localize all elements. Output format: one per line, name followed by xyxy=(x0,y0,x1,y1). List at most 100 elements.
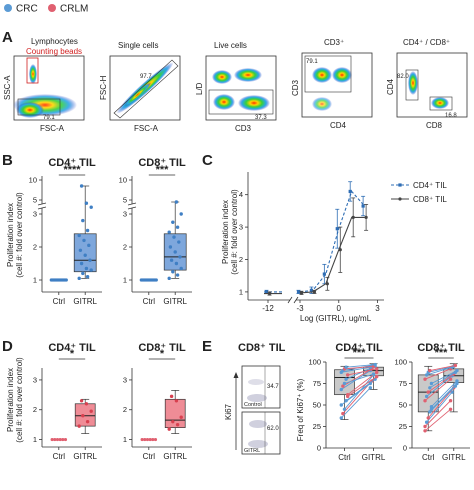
E-CD4-pair-line xyxy=(344,365,374,370)
B-CD8-point-ctrl xyxy=(154,278,158,282)
B-CD8-point-gitrl xyxy=(178,255,182,259)
flow-plot-2-density xyxy=(116,62,174,114)
flow-plot-3-title: Live cells xyxy=(214,41,247,50)
E-CD8-pair-line xyxy=(429,364,456,372)
E-CD4-point-ctrl xyxy=(344,365,348,369)
flow-plot-lymphocytes: Lymphocytes Counting beads 79.1 FSC-A SS… xyxy=(3,37,85,133)
chart-c-point xyxy=(348,189,352,194)
flow-plot-4-gate xyxy=(304,55,352,93)
E-CD8-ytick-label: 25 xyxy=(399,422,407,431)
E-CD4-pair-line xyxy=(347,376,377,397)
B-CD4-point-gitrl xyxy=(77,233,81,238)
B-CD8-xtick-label: GITRL xyxy=(163,297,187,306)
B-CD8-point-gitrl xyxy=(169,258,174,262)
flow-plot-5-gate-1 xyxy=(405,69,419,101)
B-CD8-ytick-label: 3 xyxy=(123,210,127,219)
B-CD4-ytick-label: 1 xyxy=(33,276,37,285)
panel-c-ylabel-line2: (cell #: fold over control) xyxy=(230,189,239,275)
D-CD8-point-gitrl xyxy=(174,399,179,403)
flow-plot-3-gate xyxy=(208,89,274,115)
E-CD8-pair-line xyxy=(428,365,454,373)
flow-plot-1-xlabel: FSC-A xyxy=(40,124,65,133)
E-CD4-ytick-label: 75 xyxy=(313,379,321,388)
flow-plot-4-xlabel: CD4 xyxy=(330,121,347,130)
B-CD4-ytick-label: 3 xyxy=(33,210,37,219)
E-CD8-point-ctrl xyxy=(424,394,429,399)
flow-plot-2-ylabel: FSC-H xyxy=(99,75,108,100)
E-CD8-point-ctrl xyxy=(423,424,427,429)
chart-c-legend-label: CD4⁺ TIL xyxy=(413,181,447,190)
B-CD8-point-gitrl xyxy=(175,225,180,229)
E-CD8-point-ctrl xyxy=(423,399,427,403)
flow-plot-5-title: CD4⁺ / CD8⁺ xyxy=(403,38,450,47)
B-CD4-point-gitrl xyxy=(81,271,85,276)
E-CD4-point-gitrl xyxy=(373,362,377,367)
flow-plot-3-density-1 xyxy=(212,70,232,84)
B-CD8-point-gitrl xyxy=(174,200,179,204)
flow-e-gitrl-frame xyxy=(241,411,281,455)
flow-e-ylabel: Ki67 xyxy=(224,403,233,420)
flow-plot-2-gate-value: 97.7 xyxy=(140,74,152,80)
E-CD8-point-ctrl xyxy=(429,407,434,411)
B-CD4-point-gitrl xyxy=(85,275,90,279)
E-CD8-pair-line xyxy=(424,378,451,402)
flow-plot-2-title: Single cells xyxy=(118,41,158,50)
B-CD4-point-gitrl xyxy=(77,276,81,281)
flow-plot-4-frame xyxy=(301,52,373,118)
E-CD8-pair-line xyxy=(431,380,458,408)
E-CD4-point-gitrl xyxy=(375,367,379,371)
flow-plot-1-density-core xyxy=(16,102,44,118)
B-CD4-xtick-label: GITRL xyxy=(73,297,97,306)
flow-plot-4-density-3 xyxy=(312,97,332,111)
E-CD8-pair-line xyxy=(424,368,451,380)
panel-c-letter: C xyxy=(202,152,213,169)
E-CD4-xtick-label: Ctrl xyxy=(338,453,351,462)
D-CD8-xtick-label: GITRL xyxy=(163,452,187,461)
chart-c-point xyxy=(309,288,314,292)
chart-c-xtick-label: -12 xyxy=(262,304,274,313)
E-CD4-point-ctrl xyxy=(341,411,345,416)
E-CD8-pair-line xyxy=(426,366,453,376)
E-CD8-point-gitrl xyxy=(448,399,453,403)
E-CD8-xtick-label: GITRL xyxy=(442,453,466,462)
E-CD4-point-gitrl xyxy=(375,370,379,375)
chart-c-series-line xyxy=(299,190,366,293)
chart-c-point xyxy=(299,291,304,295)
E-CD4-pair-line xyxy=(341,383,371,406)
flow-plot-1-beads-gate xyxy=(26,57,39,84)
flow-plot-5-gate-2 xyxy=(429,96,453,111)
flow-plot-live-cells: Live cells 37.3 CD3 L/D xyxy=(195,41,277,133)
E-CD4-point-ctrl xyxy=(342,407,347,411)
panel-d-ylabel-line2: (cell #: fold over control) xyxy=(15,357,24,443)
D-CD8-point-ctrl xyxy=(145,437,150,442)
D-CD8-point-ctrl xyxy=(143,437,147,442)
panel-b-ylabel: Proliferation index (cell #: fold over c… xyxy=(6,192,24,278)
E-CD8-point-gitrl xyxy=(448,377,453,381)
D-CD4-point-gitrl xyxy=(81,413,85,418)
flow-e-control-label: Control xyxy=(244,402,262,408)
flow-e-control-density xyxy=(247,394,267,402)
B-CD4-xtick-label: Ctrl xyxy=(53,297,66,306)
panel-b-letter: B xyxy=(2,152,13,169)
E-CD4-point-gitrl xyxy=(368,381,373,386)
E-CD8-pair-line xyxy=(424,400,451,427)
E-CD8-ytick-label: 75 xyxy=(399,379,407,388)
B-CD8-ytick-label: 1 xyxy=(123,276,127,285)
flow-e-y-arrowhead xyxy=(233,372,239,378)
D-CD8-point-ctrl xyxy=(140,437,144,442)
flow-plot-3-xlabel: CD3 xyxy=(235,124,252,133)
B-CD4-point-gitrl xyxy=(87,243,91,248)
D-CD8-title: CD8⁺ TIL xyxy=(138,342,186,354)
D-CD8-point-gitrl xyxy=(179,415,183,419)
E-CD4-pair-line xyxy=(344,373,374,384)
flow-plot-3-density-2 xyxy=(234,68,262,82)
flow-plot-1-beads-density xyxy=(29,64,37,84)
E-CD8-point-gitrl xyxy=(453,384,458,388)
E-CD8-xtick-label: Ctrl xyxy=(422,453,435,462)
D-CD4-point-ctrl xyxy=(55,437,60,442)
panel-a-letter: A xyxy=(2,29,13,46)
chart-c-point xyxy=(364,215,368,219)
E-CD8-ytick-label: 100 xyxy=(394,358,407,367)
E-CD8-significance: *** xyxy=(435,347,449,359)
E-CD8-point-ctrl xyxy=(428,368,432,373)
